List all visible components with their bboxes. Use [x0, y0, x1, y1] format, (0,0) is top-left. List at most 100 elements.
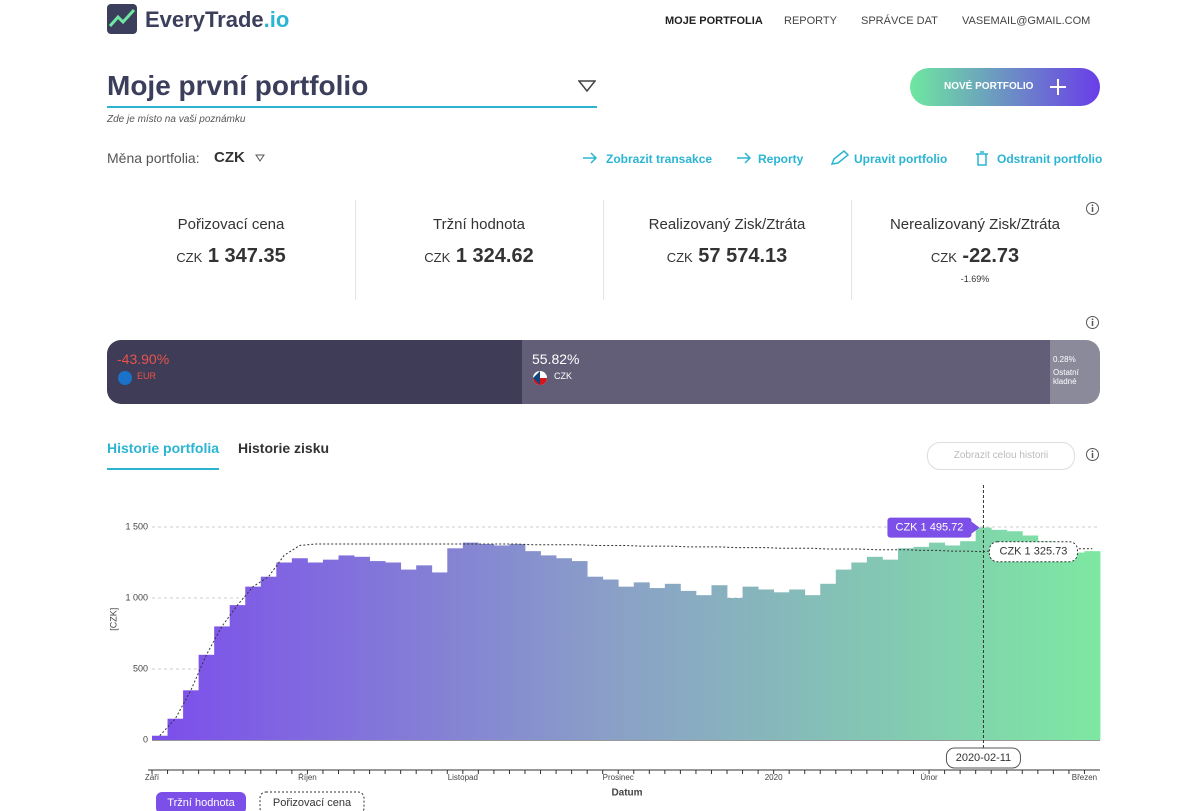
area-step	[338, 555, 355, 740]
x-tick-label: Březen	[1072, 773, 1097, 782]
cost-line	[159, 543, 1093, 737]
area-step	[509, 544, 526, 740]
area-step	[835, 569, 852, 740]
stat-change: -1.69%	[960, 274, 990, 284]
stat-label: Realizovaný Zisk/Ztráta	[648, 216, 806, 233]
area-step	[385, 562, 402, 740]
action-link[interactable]: Odstranit portfolio	[997, 152, 1103, 166]
area-step	[773, 592, 790, 740]
date-label-bg	[945, 747, 1021, 769]
area-step	[866, 556, 883, 740]
area-step	[183, 690, 200, 740]
segment-name: EUR	[137, 371, 157, 381]
area-step	[260, 576, 277, 740]
tooltip-bg	[887, 517, 972, 538]
dropdown-icon[interactable]	[255, 154, 265, 162]
stat-unit: CZK	[930, 250, 957, 265]
currency-segment[interactable]: 55.82% CZK	[522, 340, 1050, 404]
area-step	[960, 541, 977, 740]
action-link[interactable]: Upravit portfolio	[854, 152, 948, 166]
area-step	[789, 589, 806, 740]
area-step	[307, 562, 324, 740]
legend-item[interactable]	[259, 791, 365, 811]
info-icon[interactable]	[1085, 447, 1100, 462]
area-step	[431, 572, 448, 740]
area-step	[214, 626, 231, 740]
logo-icon	[107, 4, 137, 34]
dropdown-icon[interactable]	[578, 80, 596, 92]
currency-segment[interactable]: -43.90% EUR	[107, 340, 522, 404]
area-step	[758, 589, 775, 740]
x-tick-label: Září	[145, 773, 160, 782]
history-button[interactable]: Zobrazit celou historii	[927, 442, 1075, 470]
chart: 0 500 1 000 1 500 [CZK] Datum Září Říjen Listopa…	[108, 485, 1101, 811]
area-step	[1053, 551, 1070, 740]
action-link[interactable]: Zobrazit transakce	[606, 152, 713, 166]
area-step	[276, 562, 293, 740]
area-step	[369, 561, 386, 740]
nav-link[interactable]: MOJE PORTFOLIA	[665, 15, 763, 27]
area-step	[897, 548, 914, 740]
area-step	[229, 605, 246, 740]
tooltip-arrow	[971, 521, 980, 534]
area-step	[664, 583, 681, 740]
area-step	[152, 735, 168, 740]
stat-label: Tržní hodnota	[433, 216, 525, 233]
area-step	[447, 548, 464, 740]
nav-link[interactable]: REPORTY	[784, 15, 837, 27]
portfolio-title[interactable]: Moje první portfolio	[107, 70, 597, 108]
button-label: NOVÉ PORTFOLIO	[944, 81, 1034, 92]
x-axis-label: Datum	[611, 788, 642, 799]
area-step	[602, 579, 619, 740]
date-label: 2020-02-11	[956, 752, 1011, 764]
stat-label: Nerealizovaný Zisk/Ztráta	[889, 216, 1061, 233]
area-step	[1037, 541, 1054, 740]
area-step	[245, 586, 262, 740]
logo-text: EveryTrade	[145, 7, 264, 32]
y-tick-label: 1 500	[125, 521, 148, 531]
tab[interactable]: Historie zisku	[238, 440, 330, 456]
area-step	[556, 558, 573, 740]
info-icons[interactable]	[1085, 201, 1100, 331]
area-step	[198, 654, 215, 740]
stat-value: 1 324.62	[455, 245, 534, 267]
currency-segment[interactable]: 0.28% Ostatní kladné	[1050, 340, 1100, 404]
currency[interactable]: CZK	[214, 149, 245, 166]
segment-percent: 55.82%	[532, 351, 580, 367]
area-step	[571, 561, 588, 740]
segment-name: CZK	[554, 371, 572, 381]
area-step	[633, 582, 650, 740]
segment-percent: -43.90%	[117, 351, 170, 367]
stat-unit: CZK	[176, 250, 203, 265]
action-link[interactable]: Reporty	[758, 152, 804, 166]
area-step	[354, 556, 370, 740]
area-step	[462, 542, 479, 740]
note[interactable]: Zde je místo na vaši poznámku	[107, 114, 246, 125]
nav-link[interactable]: SPRÁVCE DAT	[861, 15, 938, 27]
tab[interactable]: Historie portfolia	[107, 440, 220, 470]
area-step	[695, 595, 712, 740]
area-step	[1084, 551, 1101, 740]
tooltip-label: CZK 1 495.72	[896, 522, 964, 534]
area-step	[680, 590, 697, 740]
nav-link[interactable]: VASEMAIL@GMAIL.COM	[962, 15, 1091, 27]
area-step	[727, 598, 743, 740]
area-step	[1022, 535, 1039, 740]
area-step	[524, 551, 541, 740]
area-step	[587, 576, 604, 740]
area-step	[416, 565, 433, 740]
action-icons	[583, 150, 988, 166]
legend-item[interactable]	[156, 792, 246, 811]
logo[interactable]: EveryTrade.io	[145, 7, 289, 33]
new-portfolio-button[interactable]: NOVÉ PORTFOLIO	[910, 68, 1100, 106]
area-step	[804, 595, 821, 740]
stat-label: Pořizovací cena	[177, 216, 285, 233]
area-step	[618, 586, 635, 740]
tooltip-label: CZK 1 325.73	[1000, 546, 1068, 558]
area-step	[1006, 531, 1023, 740]
area-step	[944, 545, 961, 740]
y-axis-label: [CZK]	[108, 608, 118, 631]
area-step	[851, 562, 868, 740]
area-step	[400, 569, 417, 740]
